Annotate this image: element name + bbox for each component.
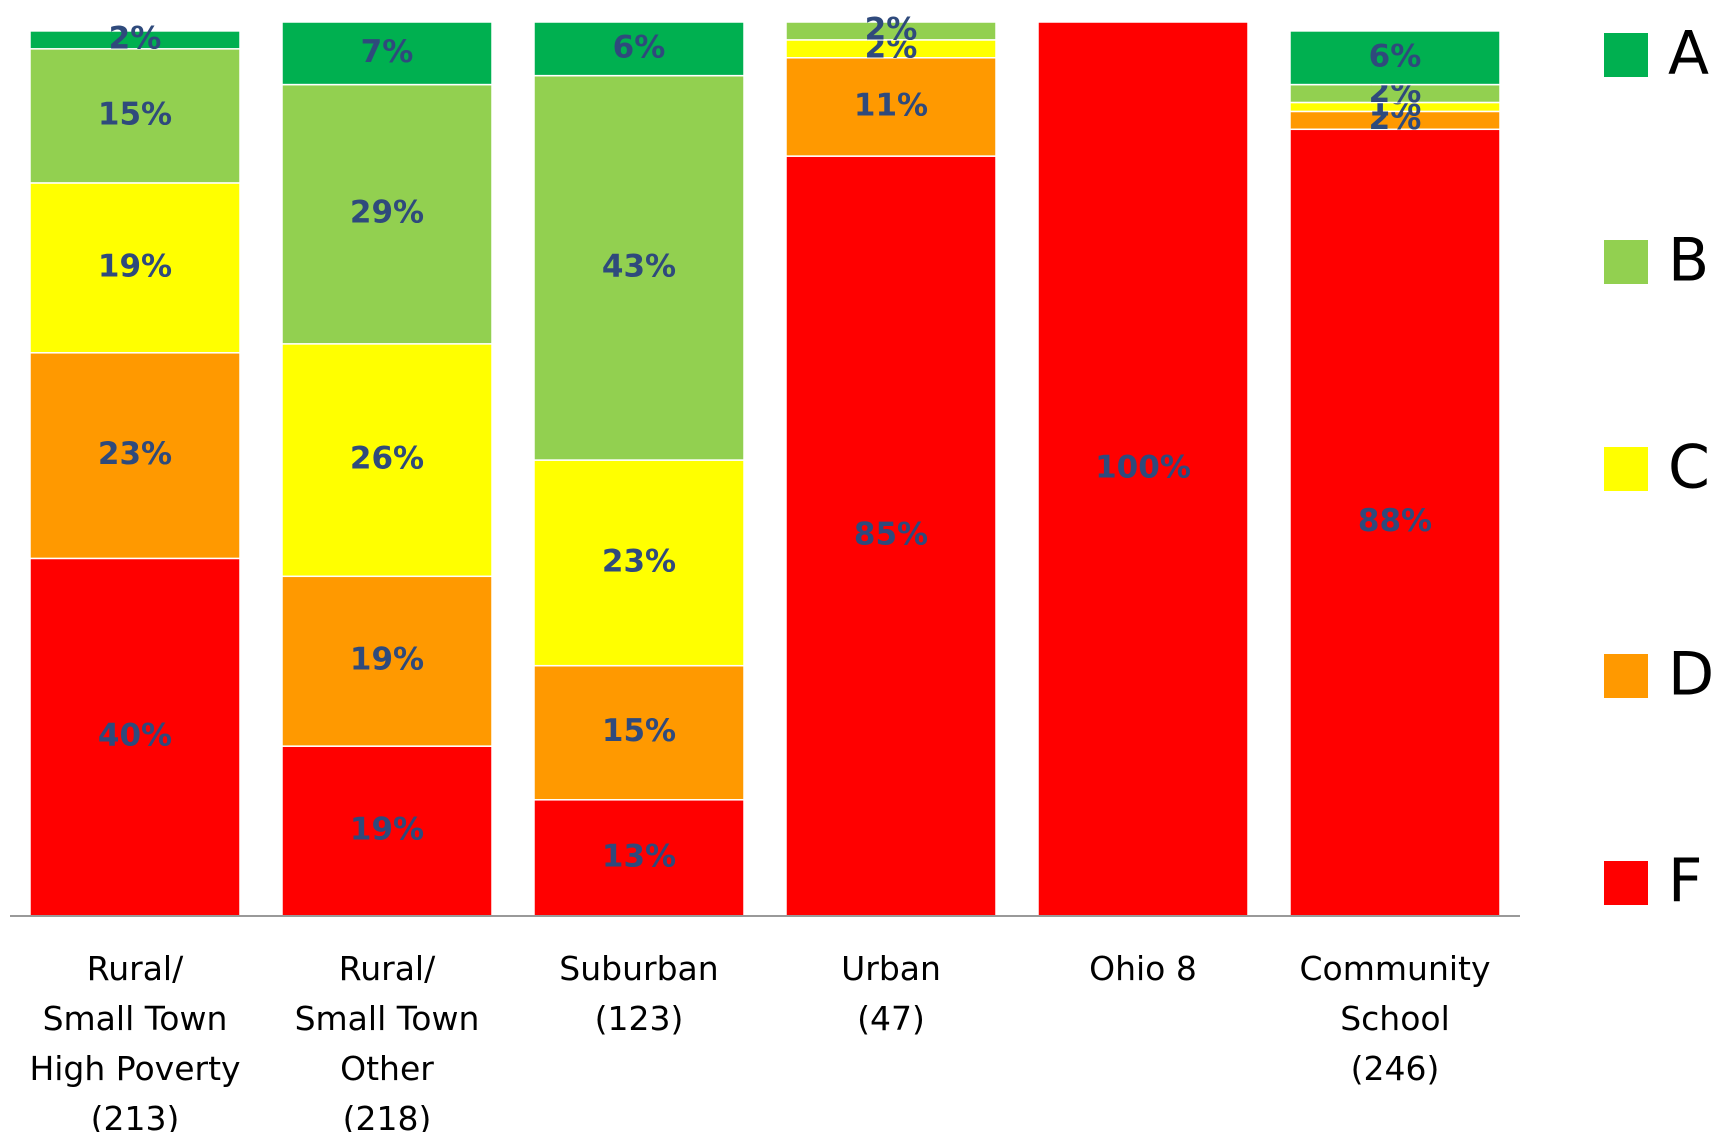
- x-tick-label-line: Urban: [841, 949, 941, 988]
- data-label: 43%: [602, 248, 676, 284]
- x-tick-label-line: School: [1340, 999, 1450, 1038]
- data-label: 11%: [854, 87, 928, 123]
- data-label: 15%: [602, 713, 676, 749]
- legend-label: C: [1668, 433, 1710, 503]
- legend-swatch: [1604, 447, 1648, 491]
- bar-segment: [281, 575, 493, 747]
- data-label: 13%: [602, 838, 676, 874]
- data-label: 7%: [361, 34, 414, 70]
- bar-segment: [281, 21, 493, 86]
- data-label: 19%: [350, 812, 424, 848]
- data-label: 85%: [854, 517, 928, 553]
- data-label: 23%: [98, 436, 172, 472]
- x-tick-label-line: Ohio 8: [1089, 949, 1197, 988]
- legend-label: F: [1668, 847, 1703, 917]
- bar-segment: [785, 21, 997, 41]
- x-tick-label-line: (123): [595, 999, 684, 1038]
- data-label: 40%: [98, 718, 172, 754]
- legend-swatch: [1604, 654, 1648, 698]
- data-label: 29%: [350, 195, 424, 231]
- x-tick-label-line: (218): [343, 1099, 432, 1132]
- bar-segment: [29, 48, 241, 184]
- data-label: 19%: [350, 642, 424, 678]
- bar-segment: [533, 664, 745, 801]
- x-tick-label-line: (213): [91, 1099, 180, 1132]
- x-tick-label: Ohio 8: [1089, 949, 1197, 988]
- x-tick-label: Rural/Small Town Other (218): [295, 949, 480, 1132]
- x-tick-label: Community School (246): [1300, 949, 1491, 1088]
- bar-segment: [533, 459, 745, 667]
- x-tick-label-line: Small Town: [295, 999, 480, 1038]
- bar-segment: [29, 30, 241, 50]
- bar-segment: [1037, 21, 1249, 917]
- legend-label: A: [1668, 19, 1709, 89]
- x-tick-label-line: (246): [1351, 1049, 1440, 1088]
- legend-swatch: [1604, 861, 1648, 905]
- bar-segment: [785, 155, 997, 917]
- data-label: 2%: [865, 11, 918, 47]
- x-tick-label: Urban (47): [841, 949, 941, 1038]
- bar-segment: [533, 74, 745, 461]
- data-label: 100%: [1095, 450, 1191, 486]
- bar-segment: [281, 343, 493, 578]
- data-label: 19%: [98, 248, 172, 284]
- x-tick-label: Suburban (123): [559, 949, 718, 1038]
- x-tick-label: Rural/Small Town High Poverty (213): [29, 949, 240, 1132]
- data-label: 6%: [613, 29, 666, 65]
- bar-segment: [281, 83, 493, 345]
- data-label: 23%: [602, 543, 676, 579]
- x-tick-label-line: High Poverty: [29, 1049, 240, 1088]
- legend-swatch: [1604, 33, 1648, 77]
- data-label: 2%: [109, 20, 162, 56]
- bar-segment: [29, 557, 241, 917]
- legend-label: D: [1668, 640, 1714, 710]
- bar-segment: [533, 21, 745, 77]
- data-label: 6%: [1369, 38, 1422, 74]
- x-tick-label-line: Community: [1300, 949, 1491, 988]
- x-tick-label-line: Rural/: [339, 949, 436, 988]
- bar-segment: [29, 352, 241, 560]
- bar-segment: [785, 57, 997, 157]
- bar-segment: [1289, 128, 1501, 917]
- legend-label: B: [1668, 226, 1709, 296]
- x-tick-label-line: (47): [857, 999, 925, 1038]
- data-label: 26%: [350, 441, 424, 477]
- bar-segment: [1289, 30, 1501, 86]
- x-tick-label-line: Other: [340, 1049, 434, 1088]
- x-tick-label-line: Suburban: [559, 949, 718, 988]
- legend-swatch: [1604, 240, 1648, 284]
- data-label: 88%: [1358, 503, 1432, 539]
- bar-segment: [533, 799, 745, 917]
- data-label: 15%: [98, 96, 172, 132]
- x-tick-label-line: Small Town: [43, 999, 228, 1038]
- x-tick-label-line: Rural/: [87, 949, 184, 988]
